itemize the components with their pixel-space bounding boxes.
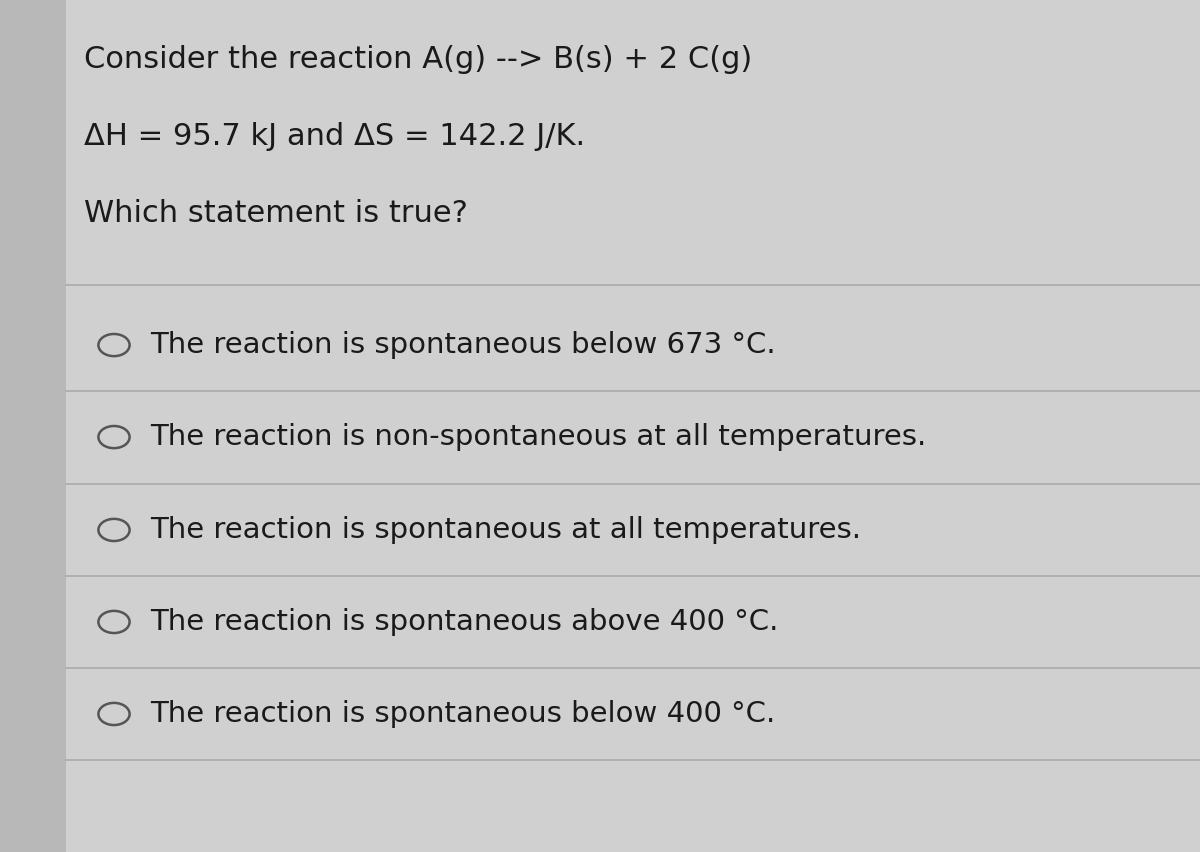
- Text: The reaction is spontaneous above 400 °C.: The reaction is spontaneous above 400 °C…: [150, 608, 779, 636]
- Text: The reaction is non-spontaneous at all temperatures.: The reaction is non-spontaneous at all t…: [150, 423, 926, 451]
- Text: ΔH = 95.7 kJ and ΔS = 142.2 J/K.: ΔH = 95.7 kJ and ΔS = 142.2 J/K.: [84, 122, 586, 151]
- Text: Consider the reaction A(g) --> B(s) + 2 C(g): Consider the reaction A(g) --> B(s) + 2 …: [84, 45, 752, 74]
- Text: The reaction is spontaneous below 673 °C.: The reaction is spontaneous below 673 °C…: [150, 331, 775, 359]
- Text: Which statement is true?: Which statement is true?: [84, 199, 468, 227]
- Bar: [0, 0, 66, 852]
- Text: The reaction is spontaneous at all temperatures.: The reaction is spontaneous at all tempe…: [150, 516, 862, 544]
- Text: The reaction is spontaneous below 400 °C.: The reaction is spontaneous below 400 °C…: [150, 700, 775, 728]
